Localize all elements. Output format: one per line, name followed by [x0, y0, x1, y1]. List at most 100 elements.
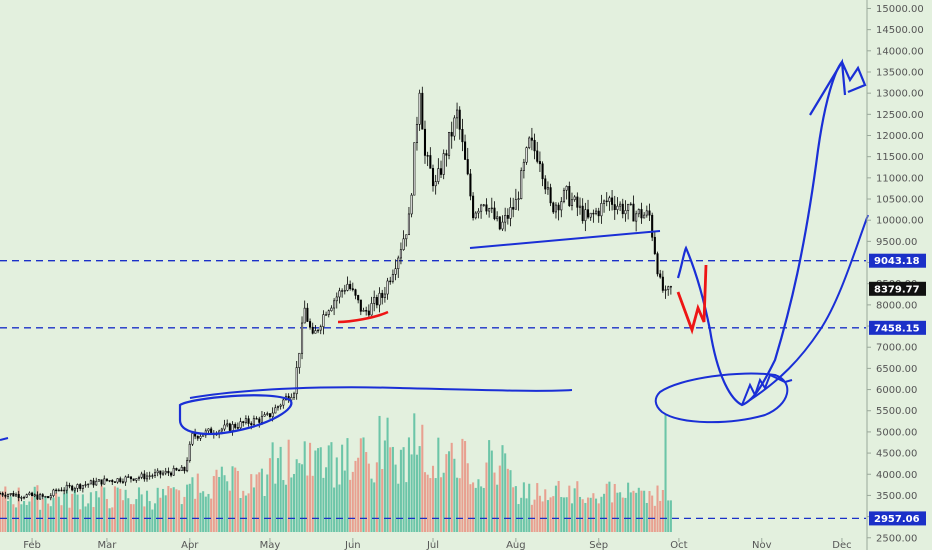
candle — [517, 191, 520, 211]
volume-bar — [317, 448, 320, 532]
candle-body — [605, 200, 608, 203]
candle-body — [584, 209, 587, 222]
volume-bar — [605, 483, 608, 532]
candle-body — [333, 300, 336, 309]
volume-bar — [464, 441, 467, 532]
candle — [1, 491, 4, 497]
volume-bar — [389, 447, 392, 532]
candle — [63, 487, 66, 495]
drawing-projection-path — [676, 61, 843, 407]
candle-body — [57, 489, 60, 492]
candle-body — [375, 297, 378, 306]
volume-bar — [498, 465, 501, 532]
candle-body — [381, 292, 384, 298]
volume-bar — [629, 492, 632, 532]
candle — [437, 158, 440, 185]
candle-body — [191, 433, 194, 445]
candle-body — [260, 415, 263, 423]
candle — [399, 242, 402, 265]
candle — [79, 483, 82, 491]
candle-body — [52, 489, 55, 496]
volume-bar — [669, 500, 672, 532]
volume-bar — [544, 489, 547, 532]
candle — [143, 470, 146, 482]
volume-bar — [589, 497, 592, 532]
candle — [180, 465, 183, 471]
volume-bar — [381, 469, 384, 532]
volume-bar — [512, 487, 515, 532]
horizontal-levels — [0, 260, 866, 520]
volume-bar — [474, 487, 477, 532]
candle-body — [464, 141, 467, 160]
volume-bar — [560, 497, 563, 532]
volume-bar — [188, 483, 191, 532]
y-tick-label: 11500.00 — [876, 152, 924, 163]
candle — [306, 303, 309, 322]
candle-body — [597, 210, 600, 217]
candle-body — [399, 249, 402, 259]
candle-body — [124, 476, 127, 483]
x-tick-label: Sep — [589, 540, 608, 550]
volume-bar — [643, 490, 646, 532]
drawing-short-tick-left — [0, 437, 9, 441]
volume-bar — [162, 488, 165, 532]
volume-bar — [175, 489, 178, 532]
candle-body — [410, 194, 413, 215]
volume-bar — [140, 494, 143, 532]
candle-body — [632, 203, 635, 222]
candle-body — [303, 307, 306, 324]
volume-bar — [105, 498, 108, 532]
volume-bar — [266, 474, 269, 532]
volume-bar — [124, 489, 127, 532]
drawing-ellipse-april — [178, 394, 293, 436]
candle-body — [276, 406, 280, 409]
candle — [477, 208, 480, 219]
volume-bar — [600, 496, 603, 532]
candle-body — [351, 288, 354, 290]
volume-bar — [365, 452, 368, 532]
candle-body — [242, 421, 245, 423]
candle-body — [405, 234, 408, 240]
candle-body — [103, 478, 106, 485]
candle-body — [178, 469, 181, 472]
candle — [44, 495, 47, 498]
volume-bar — [413, 413, 416, 532]
candle — [552, 201, 555, 214]
volume-bar — [418, 446, 421, 532]
volume-bar — [490, 450, 493, 532]
volume-bar — [645, 502, 648, 532]
volume-bar — [100, 485, 103, 532]
candle-body — [458, 109, 461, 130]
candle-body — [325, 314, 328, 316]
price-tag-label: 2957.06 — [874, 514, 920, 525]
candle-body — [442, 153, 445, 175]
candle-body — [239, 421, 242, 429]
candle — [266, 411, 269, 416]
volume-bar — [260, 468, 263, 532]
candle — [664, 285, 667, 299]
candle-body — [461, 128, 464, 143]
volume-bar — [514, 486, 517, 532]
candle — [116, 478, 119, 484]
candle — [421, 86, 424, 130]
y-tick-label: 5000.00 — [876, 427, 917, 438]
candle — [397, 255, 400, 278]
volume-bar — [442, 472, 445, 532]
candle-body — [648, 210, 651, 216]
candle-body — [525, 147, 528, 163]
volume-bar — [295, 459, 298, 532]
volume-bar — [624, 497, 627, 532]
volume-bar — [586, 497, 590, 532]
candle — [274, 404, 277, 414]
candle-body — [490, 207, 493, 210]
volume-bar — [426, 474, 429, 532]
candle — [226, 419, 229, 428]
candle-body — [637, 209, 640, 215]
candle — [319, 324, 322, 335]
candle-body — [621, 203, 624, 215]
volume-bars — [0, 413, 672, 532]
candle-body — [100, 479, 103, 485]
candle — [87, 483, 90, 488]
time-axis: Feb Mar Apr May Jun Jul Aug Sep Oct Nov Dec — [23, 538, 852, 550]
